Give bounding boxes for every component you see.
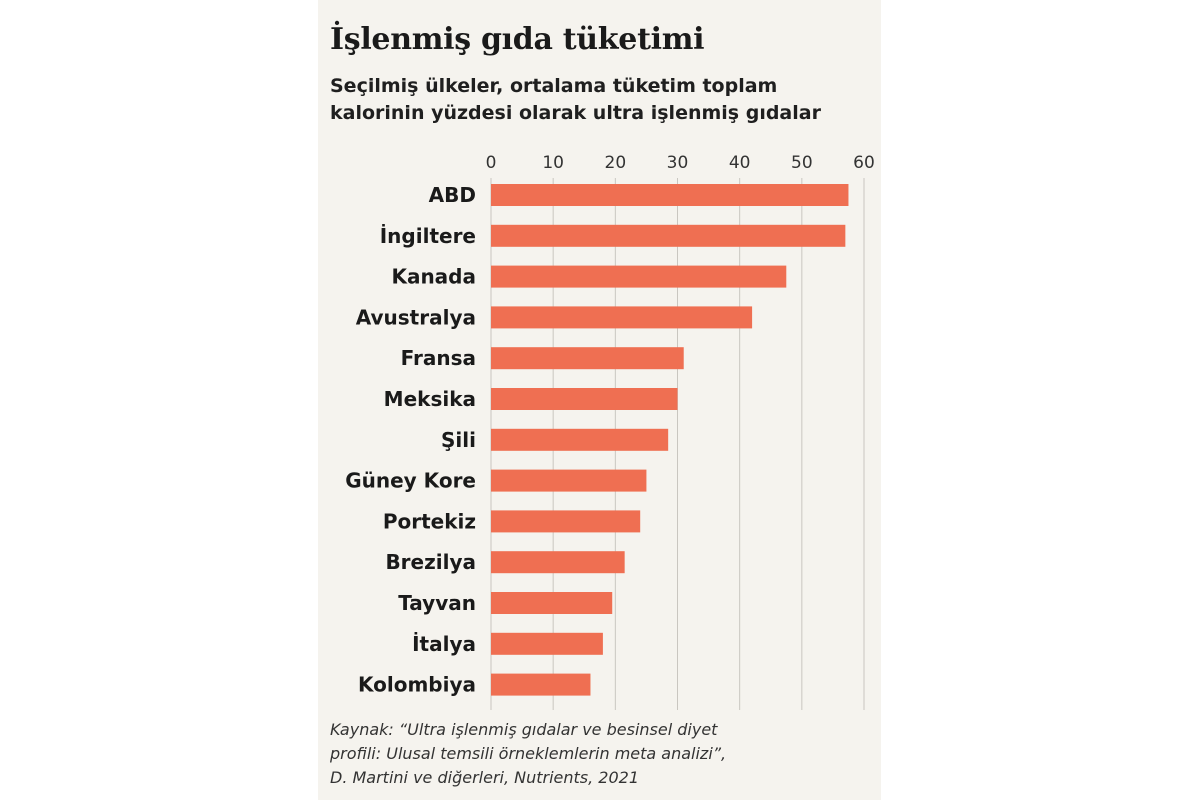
bar bbox=[491, 469, 647, 492]
chart-subtitle-line-1: Seçilmiş ülkeler, ortalama tüketim topla… bbox=[330, 75, 778, 97]
category-label: ABD bbox=[429, 183, 476, 207]
bar bbox=[491, 632, 603, 655]
category-label: Kolombiya bbox=[358, 673, 476, 697]
category-label: İngiltere bbox=[380, 224, 476, 248]
category-label: Portekiz bbox=[383, 509, 476, 533]
category-label: Avustralya bbox=[356, 305, 476, 329]
chart-title: İşlenmiş gıda tüketimi bbox=[330, 22, 705, 57]
category-label: Tayvan bbox=[398, 591, 476, 615]
category-label: Fransa bbox=[401, 346, 476, 370]
bar bbox=[491, 224, 846, 247]
bar bbox=[491, 306, 753, 329]
category-label: Brezilya bbox=[385, 550, 476, 574]
chart-subtitle-line-2: kalorinin yüzdesi olarak ultra işlenmiş … bbox=[330, 102, 821, 124]
source-note: Kaynak: “Ultra işlenmiş gıdalar ve besin… bbox=[330, 718, 726, 790]
bar bbox=[491, 184, 849, 206]
bar bbox=[491, 592, 613, 614]
source-line-1: Kaynak: “Ultra işlenmiş gıdalar ve besin… bbox=[330, 720, 718, 739]
source-line-3: D. Martini ve diğerleri, Nutrients, 2021 bbox=[330, 768, 640, 787]
x-tick-label: 60 bbox=[853, 153, 875, 173]
bar bbox=[491, 265, 787, 288]
x-tick-label: 50 bbox=[791, 153, 813, 173]
category-label: Kanada bbox=[391, 265, 476, 289]
x-tick-label: 20 bbox=[605, 153, 627, 173]
x-tick-label: 0 bbox=[486, 153, 497, 173]
x-tick-label: 30 bbox=[667, 153, 689, 173]
source-line-2: profili: Ulusal temsili örneklemlerin me… bbox=[330, 744, 727, 763]
category-label: İtalya bbox=[412, 632, 476, 656]
category-label: Güney Kore bbox=[345, 469, 476, 493]
bar bbox=[491, 673, 591, 696]
bar-chart: 0 10 20 30 40 50 60 ABD İngiltere Kanada Avustraly… bbox=[345, 153, 875, 710]
x-tick-label: 40 bbox=[729, 153, 751, 173]
x-tick-label: 10 bbox=[542, 153, 564, 173]
category-label: Şili bbox=[441, 428, 476, 452]
bar bbox=[491, 428, 669, 451]
bar bbox=[491, 347, 684, 370]
category-label: Meksika bbox=[384, 387, 476, 411]
bar bbox=[491, 388, 678, 410]
bar bbox=[491, 551, 625, 574]
bar bbox=[491, 510, 641, 533]
